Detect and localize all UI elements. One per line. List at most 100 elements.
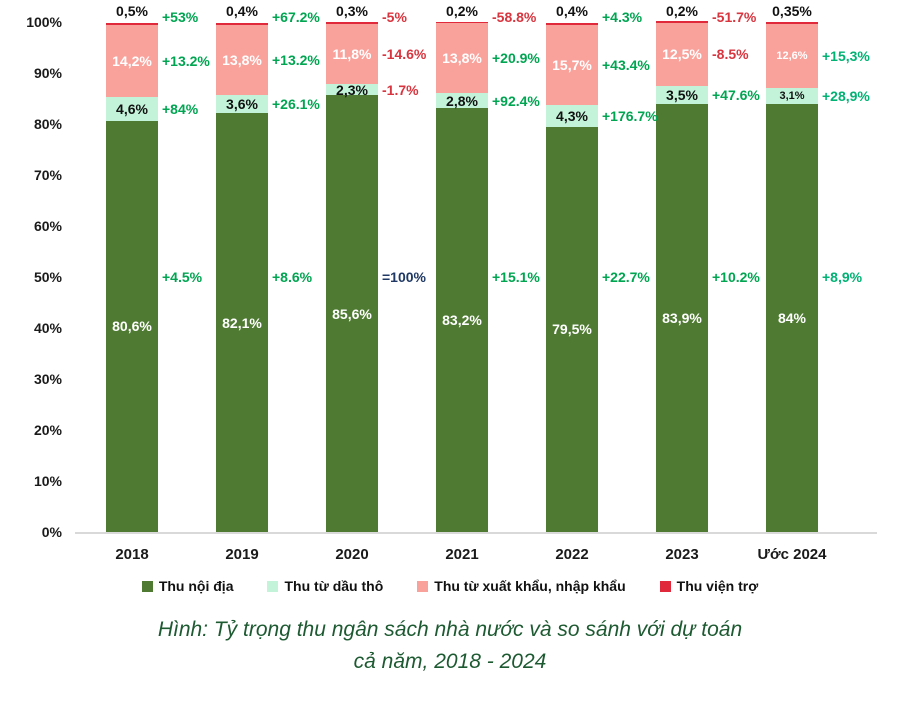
bar-segment-thu-vien-tro <box>216 22 268 25</box>
segment-value-label-thu-vien-tro: 0,4% <box>226 3 258 19</box>
y-axis-tick-label: 10% <box>33 473 62 489</box>
bar-segment-thu-tu-xuat-nhap-khau <box>326 23 378 84</box>
bar-segment-thu-vien-tro <box>766 21 818 24</box>
comparison-label-thu-vien-tro: -58.8% <box>492 9 537 25</box>
legend-item: Thu từ xuất khẩu, nhập khẩu <box>417 578 626 594</box>
legend-swatch-icon <box>659 580 671 592</box>
x-axis-label: 2020 <box>335 546 369 563</box>
segment-value-label-thu-tu-dau-tho: 3,6% <box>226 96 258 113</box>
comparison-label-thu-tu-dau-tho: +176.7% <box>602 107 658 124</box>
segment-value-label-thu-vien-tro: 0,35% <box>772 3 812 19</box>
legend-label: Thu từ xuất khẩu, nhập khẩu <box>434 578 626 594</box>
chart-caption: Hình: Tỷ trọng thu ngân sách nhà nước và… <box>0 614 900 677</box>
comparison-label-thu-noi-dia: +8,9% <box>822 269 863 285</box>
legend-swatch-icon <box>267 580 279 592</box>
legend-item: Thu nội địa <box>141 578 233 594</box>
comparison-label-thu-tu-xuat-nhap-khau: -8.5% <box>712 46 749 63</box>
y-axis-tick-label: 20% <box>33 422 62 438</box>
segment-value-label-thu-tu-dau-tho: 4,6% <box>116 101 148 118</box>
segment-value-label-thu-tu-xuat-nhap-khau: 12,5% <box>662 46 702 63</box>
bar-segment-thu-noi-dia <box>546 126 598 532</box>
segment-value-label-thu-vien-tro: 0,2% <box>666 3 698 19</box>
bar-segment-thu-tu-dau-tho <box>766 87 818 104</box>
comparison-label-thu-tu-xuat-nhap-khau: +20.9% <box>492 50 540 67</box>
bar-segment-thu-tu-xuat-nhap-khau <box>436 23 488 94</box>
x-axis-label: 2018 <box>115 546 149 563</box>
y-axis-tick-label: 40% <box>33 320 62 336</box>
bar-segment-thu-tu-dau-tho <box>436 93 488 108</box>
legend-swatch-icon <box>417 580 429 592</box>
x-axis-label: 2023 <box>665 546 699 563</box>
bar-segment-thu-vien-tro <box>656 21 708 23</box>
bar-segment-thu-tu-xuat-nhap-khau <box>766 23 818 88</box>
comparison-label-thu-noi-dia: +8.6% <box>272 269 313 285</box>
legend-item: Thu từ dầu thô <box>267 578 383 594</box>
segment-value-label-thu-noi-dia: 79,5% <box>552 321 592 338</box>
bar-segment-thu-tu-dau-tho <box>656 86 708 105</box>
bar-segment-thu-tu-xuat-nhap-khau <box>106 25 158 98</box>
bar-segment-thu-vien-tro <box>436 22 488 24</box>
comparison-label-thu-noi-dia: +10.2% <box>712 269 760 285</box>
comparison-label-thu-noi-dia: +15.1% <box>492 269 540 285</box>
comparison-label-thu-tu-dau-tho: +92.4% <box>492 92 540 109</box>
y-axis-tick-label: 30% <box>33 371 62 387</box>
comparison-label-thu-vien-tro: -5% <box>382 9 407 25</box>
comparison-label-thu-tu-dau-tho: +84% <box>162 101 199 118</box>
segment-value-label-thu-tu-dau-tho: 2,3% <box>336 81 368 98</box>
bar-segment-thu-tu-dau-tho <box>546 104 598 127</box>
legend-label: Thu từ dầu thô <box>284 578 384 594</box>
plot-area: 0% 10% 20% 30% 40% 50% 60% 70% 80% 90% 100% 80,6% +4… <box>26 3 877 563</box>
comparison-label-thu-tu-xuat-nhap-khau: +13.2% <box>272 51 320 68</box>
comparison-label-thu-noi-dia: =100% <box>382 269 426 285</box>
comparison-label-thu-tu-xuat-nhap-khau: +43.4% <box>602 56 650 73</box>
x-axis-label: Ước 2024 <box>757 546 827 563</box>
comparison-label-thu-tu-dau-tho: +47.6% <box>712 87 760 104</box>
bar-segment-thu-tu-dau-tho <box>106 97 158 121</box>
bar-segment-thu-noi-dia <box>656 104 708 532</box>
bar-segment-thu-vien-tro <box>326 22 378 24</box>
bar-segment-thu-tu-dau-tho <box>216 94 268 114</box>
comparison-label-thu-tu-dau-tho: +26.1% <box>272 96 320 113</box>
segment-value-label-thu-tu-xuat-nhap-khau: 15,7% <box>552 56 592 73</box>
bar-segment-thu-vien-tro <box>106 22 158 26</box>
legend-label: Thu viện trợ <box>676 578 759 594</box>
comparison-label-thu-tu-dau-tho: +28,9% <box>822 87 870 104</box>
comparison-label-thu-noi-dia: +22.7% <box>602 269 650 285</box>
segment-value-label-thu-noi-dia: 85,6% <box>332 305 372 322</box>
segment-value-label-thu-tu-dau-tho: 3,1% <box>779 89 805 102</box>
segment-value-label-thu-tu-xuat-nhap-khau: 12,6% <box>776 49 808 62</box>
y-axis-tick-label: 0% <box>41 524 62 540</box>
segment-value-label-thu-noi-dia: 80,6% <box>112 318 152 335</box>
segment-value-label-thu-tu-dau-tho: 4,3% <box>556 107 588 124</box>
x-axis-label: 2022 <box>555 546 589 563</box>
y-axis-tick-label: 60% <box>33 218 62 234</box>
segment-value-label-thu-vien-tro: 0,4% <box>556 3 588 19</box>
x-axis-line <box>75 532 877 534</box>
segment-value-label-thu-tu-xuat-nhap-khau: 11,8% <box>332 45 372 62</box>
bar-segment-thu-noi-dia <box>766 103 818 532</box>
bar-segment-thu-tu-xuat-nhap-khau <box>546 24 598 105</box>
legend-item: Thu viện trợ <box>659 578 759 594</box>
segment-value-label-thu-tu-xuat-nhap-khau: 13,8% <box>222 51 262 68</box>
comparison-label-thu-vien-tro: +4.3% <box>602 9 643 25</box>
segment-value-label-thu-tu-xuat-nhap-khau: 14,2% <box>112 53 152 70</box>
bar-segment-thu-tu-xuat-nhap-khau <box>656 22 708 87</box>
y-axis-tick-label: 90% <box>33 65 62 81</box>
y-axis-tick-label: 100% <box>26 14 62 30</box>
comparison-label-thu-vien-tro: +53% <box>162 9 199 25</box>
legend-swatch-icon <box>141 580 153 592</box>
caption-line-1: Hình: Tỷ trọng thu ngân sách nhà nước và… <box>157 618 743 641</box>
bar-segment-thu-noi-dia <box>216 113 268 532</box>
caption-line-2: cả năm, 2018 - 2024 <box>353 649 547 673</box>
segment-value-label-thu-tu-dau-tho: 3,5% <box>666 87 698 104</box>
segment-value-label-thu-noi-dia: 83,2% <box>442 311 482 328</box>
y-axis-tick-label: 50% <box>33 269 62 285</box>
segment-value-label-thu-tu-dau-tho: 2,8% <box>446 92 478 109</box>
bar-segment-thu-tu-dau-tho <box>326 83 378 96</box>
comparison-label-thu-vien-tro: -51.7% <box>712 9 757 25</box>
y-axis-tick-label: 80% <box>33 116 62 132</box>
comparison-label-thu-tu-xuat-nhap-khau: +15,3% <box>822 47 870 64</box>
x-axis-label: 2019 <box>225 546 259 563</box>
legend: Thu nội địa Thu từ dầu thô Thu từ xuất khẩ… <box>0 578 900 594</box>
